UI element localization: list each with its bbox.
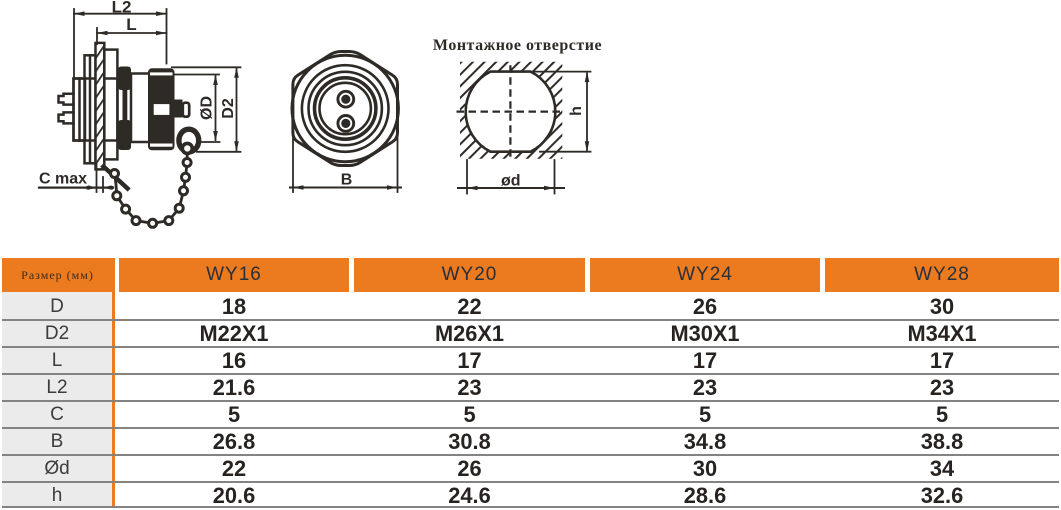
svg-text:C max: C max <box>39 170 87 187</box>
svg-text:ØD: ØD <box>199 96 216 120</box>
svg-text:B: B <box>341 172 353 189</box>
svg-text:L2: L2 <box>112 0 132 17</box>
svg-text:D2: D2 <box>220 98 237 119</box>
svg-text:Монтажное отверстие: Монтажное отверстие <box>433 37 602 54</box>
svg-text:h: h <box>568 106 585 116</box>
svg-text:ød: ød <box>501 173 521 190</box>
svg-text:L: L <box>126 15 136 34</box>
